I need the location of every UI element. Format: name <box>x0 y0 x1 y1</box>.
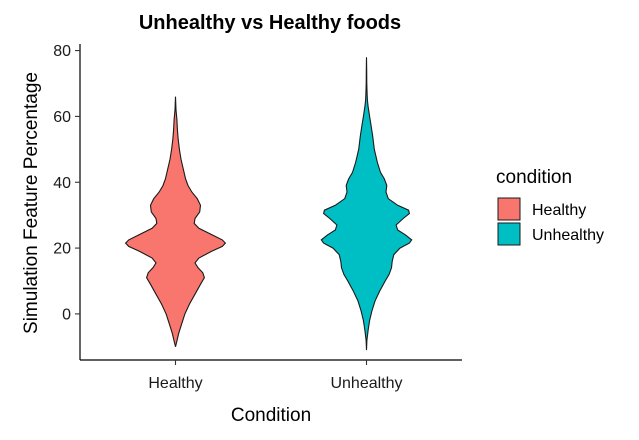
legend-key-healthy <box>497 197 521 221</box>
x-axis-ticks: Healthy Unhealthy <box>148 360 403 392</box>
x-tick-label-unhealthy: Unhealthy <box>330 375 402 392</box>
y-axis-ticks: 0 20 40 60 80 <box>53 43 80 323</box>
y-tick-label: 40 <box>53 175 71 192</box>
legend-label-unhealthy: Unhealthy <box>532 227 604 244</box>
violin-group <box>124 57 413 351</box>
legend: condition Healthy Unhealthy <box>496 167 604 246</box>
y-tick-label: 0 <box>62 306 71 323</box>
legend-label-healthy: Healthy <box>532 202 586 219</box>
y-tick-label: 20 <box>53 241 71 258</box>
y-tick-label: 60 <box>53 109 71 126</box>
x-axis-title: Condition <box>231 405 311 426</box>
legend-key-unhealthy <box>497 222 521 246</box>
violin-unhealthy <box>320 57 413 351</box>
y-axis-title: Simulation Feature Percentage <box>21 72 42 334</box>
chart-title: Unhealthy vs Healthy foods <box>139 12 401 34</box>
y-tick-label: 80 <box>53 43 71 60</box>
violin-healthy <box>124 96 227 347</box>
x-tick-label-healthy: Healthy <box>148 375 202 392</box>
legend-title: condition <box>496 167 572 188</box>
